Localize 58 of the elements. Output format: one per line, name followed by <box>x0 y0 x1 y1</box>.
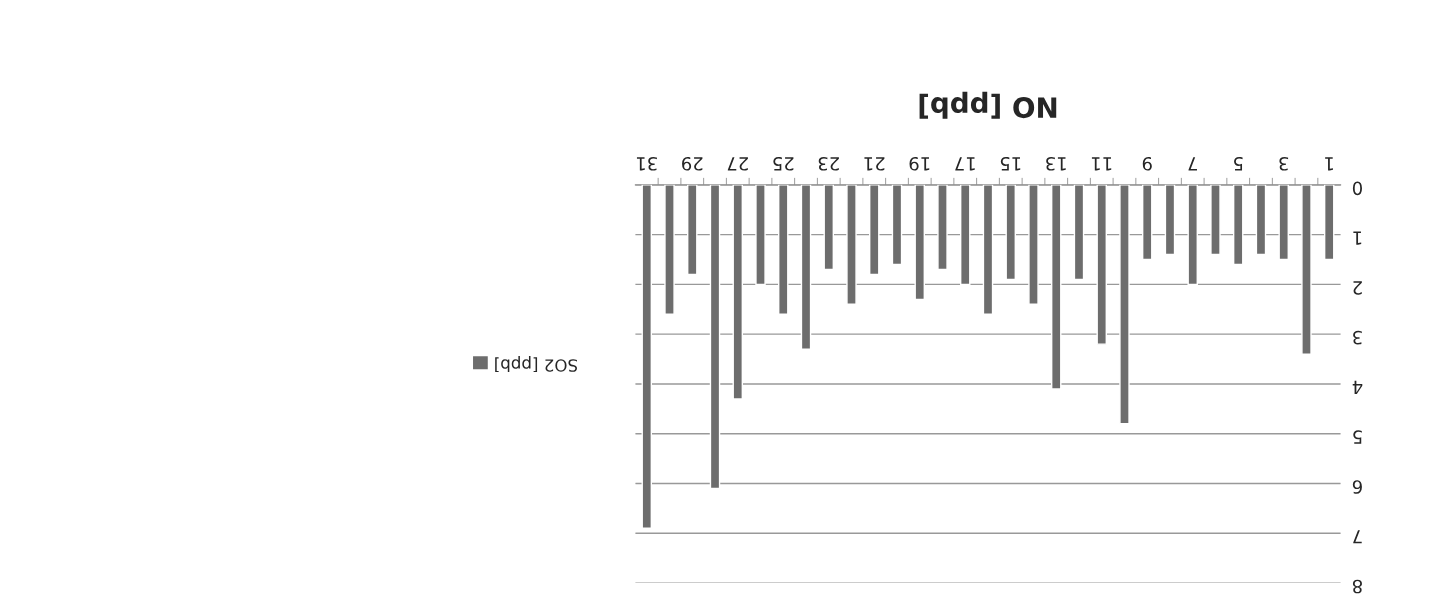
bar <box>687 184 698 276</box>
x-tick-label: 1 <box>1325 157 1333 171</box>
bar <box>755 184 766 286</box>
bar <box>641 184 653 530</box>
bar <box>823 184 835 271</box>
x-tick-label: 27 <box>727 157 748 171</box>
y-tick-label: 2 <box>1353 281 1362 295</box>
y-tick-label: 1 <box>1353 231 1362 245</box>
bar <box>1050 184 1062 390</box>
x-tick-label: 29 <box>682 156 703 171</box>
x-tick-label: 7 <box>1188 157 1197 171</box>
bar <box>914 184 925 301</box>
bar <box>1301 184 1312 355</box>
x-tick-label: 21 <box>864 157 885 171</box>
bar <box>1005 184 1016 281</box>
bar <box>1164 184 1176 256</box>
bar <box>869 184 880 276</box>
bar <box>1323 184 1335 261</box>
chart-title: NO [ppb] <box>919 91 1057 119</box>
bar <box>732 184 744 400</box>
bar <box>1278 184 1289 261</box>
bar <box>960 184 971 286</box>
bar <box>1210 184 1221 256</box>
x-tick-label: 11 <box>1091 157 1112 171</box>
y-tick-label: 4 <box>1352 380 1363 395</box>
bar <box>846 184 857 305</box>
y-tick-label: 5 <box>1353 430 1362 444</box>
bar <box>937 184 948 271</box>
legend-label: SO2 [ppb] <box>495 355 577 373</box>
y-tick-label: 6 <box>1352 480 1362 494</box>
bar <box>778 184 789 315</box>
bar <box>800 184 812 350</box>
x-tick-label: 5 <box>1234 156 1243 171</box>
y-tick-label: 3 <box>1353 330 1362 345</box>
bar <box>1255 184 1267 256</box>
x-tick-label: 17 <box>955 157 975 171</box>
x-tick-label: 19 <box>909 156 930 171</box>
y-tick-label: 8 <box>1352 579 1362 594</box>
bar <box>891 184 903 266</box>
bar <box>1187 184 1198 286</box>
x-tick-label: 23 <box>818 156 839 171</box>
bar <box>664 184 675 315</box>
y-tick-label: 7 <box>1353 530 1362 544</box>
bar <box>982 184 994 315</box>
x-tick-label: 25 <box>773 156 794 171</box>
y-tick-label: 0 <box>1352 181 1362 196</box>
x-tick-label: 15 <box>1000 156 1021 171</box>
x-tick-label: 13 <box>1046 156 1066 171</box>
bar <box>709 184 721 490</box>
x-tick-label: 31 <box>636 156 657 171</box>
bar <box>1232 184 1244 266</box>
bar <box>1028 184 1039 305</box>
bar <box>1096 184 1107 345</box>
x-tick-label: 3 <box>1279 156 1289 171</box>
bar <box>1119 184 1130 425</box>
x-tick-label: 9 <box>1142 156 1152 171</box>
bar <box>1073 184 1085 281</box>
bar <box>1141 184 1153 261</box>
